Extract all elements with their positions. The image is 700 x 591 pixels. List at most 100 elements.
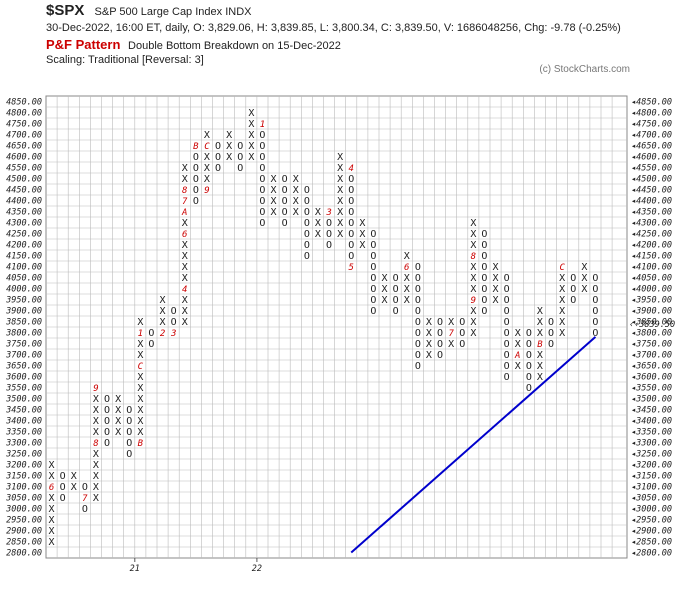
y-tick-label-right: ◂3950.00 [631,296,672,306]
o-mark: O [326,240,332,251]
x-mark: X [49,537,55,548]
x-mark: X [204,130,210,141]
y-tick-label-right: ◂4500.00 [631,175,672,185]
x-mark: X [137,405,143,416]
y-tick-label-left: 4300.00 [6,219,42,229]
y-tick-label-right: ◂3050.00 [631,494,672,504]
x-mark: X [93,460,99,471]
x-mark: X [293,196,299,207]
x-mark: X [315,229,321,240]
x-mark: X [49,471,55,482]
o-mark: O [237,141,243,152]
x-mark: X [49,460,55,471]
x-mark: X [204,152,210,163]
x-mark: X [137,339,143,350]
x-mark: X [470,328,476,339]
o-mark: O [504,361,510,372]
x-mark: X [93,482,99,493]
o-mark: O [259,174,265,185]
y-tick-label-left: 4050.00 [6,274,42,284]
y-tick-label-right: ◂3350.00 [631,428,672,438]
o-mark: O [304,240,310,251]
y-tick-label-left: 4500.00 [6,175,42,185]
x-mark: X [493,295,499,306]
y-tick-label-left: 4600.00 [6,153,42,163]
symbol-header: $SPX S&P 500 Large Cap Index INDX [46,2,251,19]
x-mark: X [404,251,410,262]
last-price-label: ‹‹3839.50 [629,320,675,330]
o-mark: O [126,438,132,449]
trendline-line [350,336,597,554]
o-mark: O [259,152,265,163]
o-mark: O [82,482,88,493]
x-mark: X [515,328,521,339]
y-tick-label-right: ◂3550.00 [631,384,672,394]
quote-line: 30-Dec-2022, 16:00 ET, daily, O: 3,829.0… [46,22,621,34]
x-mark: X [248,119,254,130]
x-mark: X [559,295,565,306]
y-tick-label-left: 3350.00 [5,428,42,438]
o-mark: O [526,383,532,394]
y-tick-label-left: 4350.00 [6,208,42,218]
o-mark: O [592,306,598,317]
x-mark: X [404,273,410,284]
o-mark: O [481,284,487,295]
x-mark: X [248,130,254,141]
x-mark: X [581,273,587,284]
y-tick-label-right: ◂4250.00 [631,230,672,240]
o-mark: O [370,262,376,273]
o-mark: O [592,295,598,306]
o-mark: O [126,416,132,427]
y-tick-label-left: 4100.00 [6,263,42,273]
o-mark: O [304,229,310,240]
o-mark: O [60,493,66,504]
month-mark: 3 [170,329,176,339]
x-mark: X [426,339,432,350]
o-mark: O [504,328,510,339]
o-mark: O [237,152,243,163]
x-mark: X [337,185,343,196]
y-tick-label-right: ◂4650.00 [631,142,672,152]
x-mark: X [448,317,454,328]
o-mark: O [415,328,421,339]
x-mark: X [115,394,121,405]
x-mark: X [182,174,188,185]
y-tick-label-right: ◂3250.00 [631,450,672,460]
x-mark: X [404,284,410,295]
y-tick-label-left: 4150.00 [6,252,42,262]
y-tick-label-left: 3800.00 [5,329,42,339]
pattern-line: P&F Pattern Double Bottom Breakdown on 1… [46,37,341,52]
y-tick-label-left: 4650.00 [6,142,42,152]
x-mark: X [382,284,388,295]
o-mark: O [326,218,332,229]
o-mark: O [481,240,487,251]
symbol: $SPX [46,2,85,19]
o-mark: O [393,284,399,295]
x-mark: X [537,306,543,317]
x-mark: X [537,328,543,339]
x-mark: X [93,394,99,405]
o-mark: O [459,317,465,328]
y-tick-label-left: 3150.00 [5,472,42,482]
x-mark: X [248,141,254,152]
o-mark: O [393,295,399,306]
y-tick-label-left: 2850.00 [6,538,42,548]
o-mark: O [370,251,376,262]
x-mark: X [271,196,277,207]
y-tick-label-right: ◂4800.00 [631,109,672,119]
x-mark: X [359,229,365,240]
x-mark: X [115,416,121,427]
y-tick-label-left: 3850.00 [5,318,42,328]
o-mark: O [504,295,510,306]
scaling-line: Scaling: Traditional [Reversal: 3] [46,54,204,66]
o-mark: O [370,240,376,251]
pattern-description: Double Bottom Breakdown on 15-Dec-2022 [128,40,341,52]
x-mark: X [93,416,99,427]
o-mark: O [304,251,310,262]
x-mark: X [226,130,232,141]
x-mark: X [315,207,321,218]
y-tick-label-right: ◂3150.00 [631,472,672,482]
y-tick-label-right: ◂2950.00 [631,516,672,526]
x-mark: X [137,350,143,361]
x-mark: X [93,405,99,416]
